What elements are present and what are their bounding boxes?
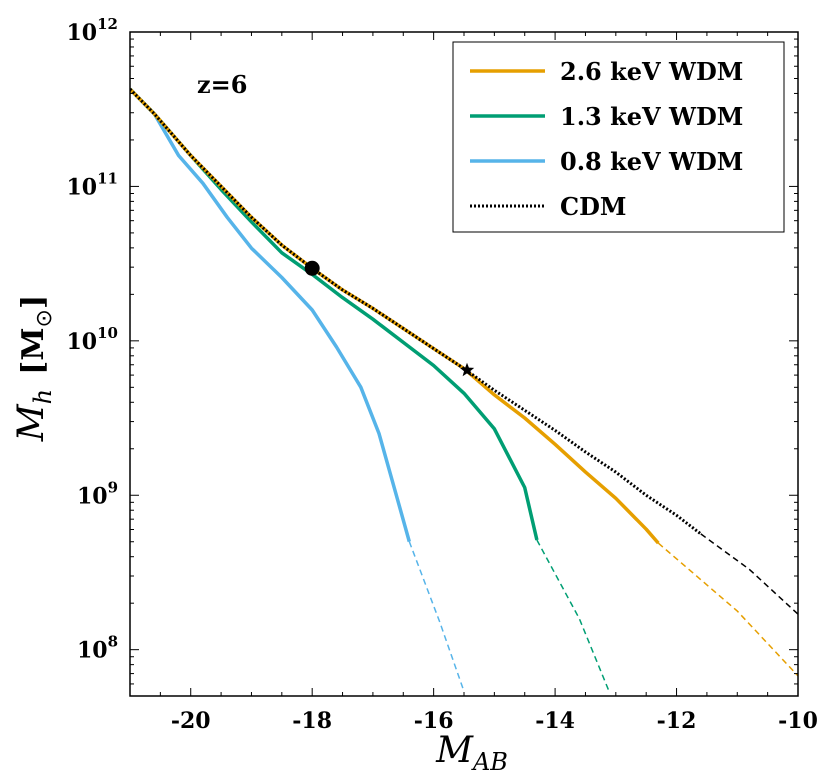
legend-label-cdm: CDM: [560, 192, 626, 221]
y-tick-label: 108: [77, 633, 118, 664]
svg-text:Mh[M⊙]: Mh[M⊙]: [11, 295, 57, 442]
circle-marker: [304, 260, 320, 276]
extrapolation-2.6-kev-wdm: [657, 542, 798, 677]
series-0.8-kev-wdm: [130, 87, 465, 692]
legend: 2.6 keV WDM 1.3 keV WDM 0.8 keV WDM CDM: [452, 41, 785, 233]
legend-label-1.3kev: 1.3 keV WDM: [560, 102, 743, 131]
y-tick-label: 109: [77, 478, 118, 509]
series-layer: [130, 87, 798, 694]
x-tick-label: -18: [292, 708, 332, 734]
marker-layer: [304, 260, 475, 377]
star-marker: [459, 362, 475, 377]
line-cdm: [130, 88, 702, 536]
y-tick-label: 1011: [67, 169, 119, 200]
y-tick-label: 1012: [67, 15, 119, 46]
x-tick-label: -16: [414, 708, 454, 734]
x-axis-title: MAB: [435, 730, 508, 776]
extrapolation-0.8-kev-wdm: [408, 541, 465, 692]
x-tick-label: -14: [535, 708, 575, 734]
x-tick-label: -20: [171, 708, 211, 734]
legend-box: [452, 41, 785, 233]
y-tick-label: 1010: [67, 324, 119, 355]
annotation-z: z=6: [197, 70, 247, 99]
line-0.8-kev-wdm: [130, 87, 411, 543]
extrapolation-1.3-kev-wdm: [536, 539, 611, 694]
x-tick-label: -10: [778, 708, 818, 734]
tick-layer: -20 -18 -16 -14 -12 -10 108 109 1010 1011 1012: [67, 15, 818, 734]
x-tick-label: -12: [657, 708, 697, 734]
legend-label-2.6kev: 2.6 keV WDM: [560, 57, 743, 86]
legend-label-0.8kev: 0.8 keV WDM: [560, 147, 743, 176]
extrapolation-cdm: [700, 533, 798, 615]
y-axis-title: Mh[M⊙]: [11, 295, 57, 442]
series-cdm: [130, 88, 798, 615]
